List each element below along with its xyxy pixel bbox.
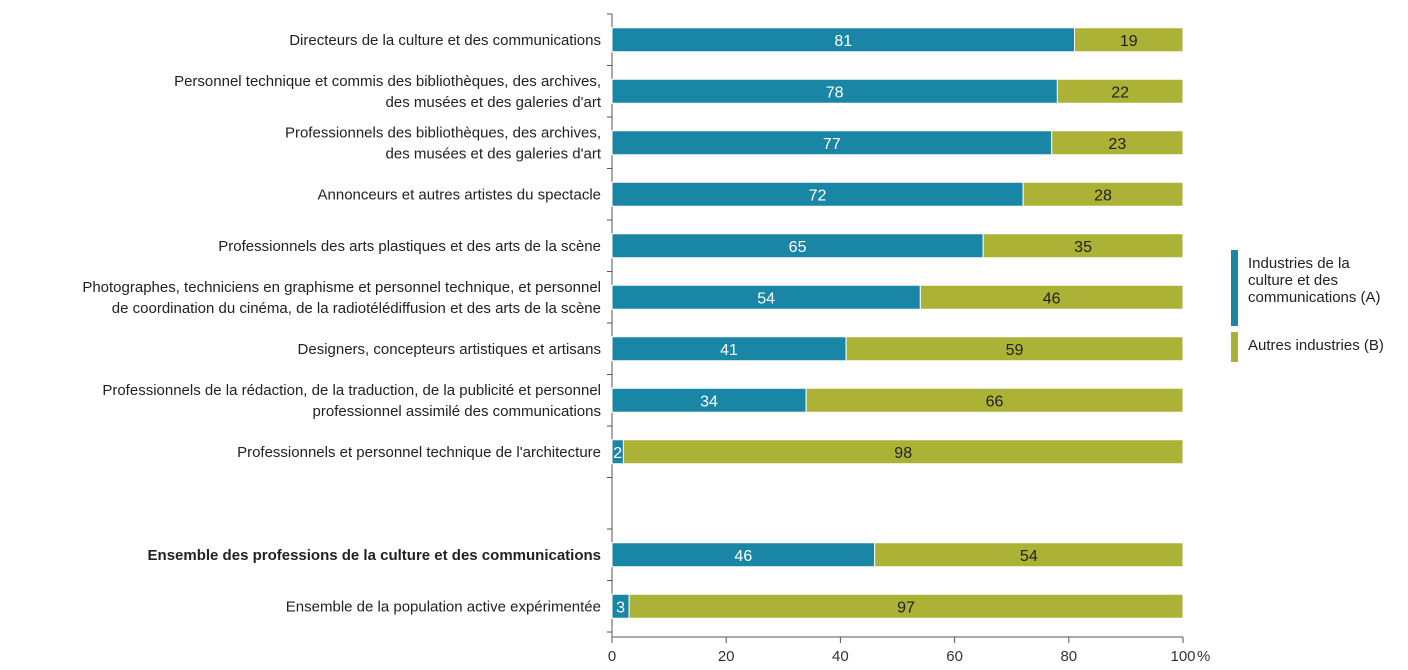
category-label: professionnel assimilé des communication…: [313, 403, 601, 420]
legend-label: Autres industries (B): [1248, 337, 1384, 354]
bar-autres-industries: [1074, 27, 1184, 53]
category-label: Annonceurs et autres artistes du spectac…: [318, 186, 602, 203]
data-label-industries-culture: 54: [757, 290, 775, 307]
x-tick-label: 80: [1060, 648, 1077, 665]
data-label-industries-culture: 72: [809, 187, 827, 204]
x-tick-label: 100: [1170, 648, 1195, 665]
bar-autres-industries: [1022, 181, 1184, 207]
data-label-industries-culture: 3: [616, 599, 625, 616]
data-label-industries-culture: 81: [834, 33, 852, 50]
data-label-autres-industries: 59: [1006, 342, 1024, 359]
data-label-autres-industries: 22: [1111, 84, 1129, 101]
bar-autres-industries: [1056, 78, 1184, 104]
x-tick-label: 0: [608, 648, 616, 665]
data-label-autres-industries: 46: [1043, 290, 1061, 307]
data-label-industries-culture: 46: [734, 548, 752, 565]
data-label-autres-industries: 54: [1020, 548, 1038, 565]
bar-autres-industries: [1051, 130, 1184, 156]
bar-industries-culture: [611, 130, 1053, 156]
legend-label: Industries de la: [1248, 255, 1350, 272]
x-tick-label: 60: [946, 648, 963, 665]
category-label: des musées et des galeries d'art: [386, 145, 602, 162]
legend-swatch: [1231, 250, 1238, 326]
x-axis-unit-label: %: [1197, 648, 1210, 665]
bar-autres-industries: [919, 284, 1184, 310]
data-label-industries-culture: 78: [826, 84, 844, 101]
bar-autres-industries: [628, 593, 1184, 619]
x-tick-label: 20: [718, 648, 735, 665]
data-label-industries-culture: 2: [613, 445, 622, 462]
bar-autres-industries: [845, 336, 1184, 362]
data-label-autres-industries: 19: [1120, 33, 1138, 50]
bar-industries-culture: [611, 233, 984, 259]
data-label-industries-culture: 41: [720, 342, 738, 359]
category-label: des musées et des galeries d'art: [386, 94, 602, 111]
category-label: Ensemble de la population active expérim…: [286, 598, 601, 615]
category-label: Photographes, techniciens en graphisme e…: [82, 279, 601, 296]
data-label-autres-industries: 23: [1108, 136, 1126, 153]
data-label-autres-industries: 97: [897, 599, 915, 616]
x-tick-label: 40: [832, 648, 849, 665]
bar-autres-industries: [805, 387, 1184, 413]
category-label: Professionnels des arts plastiques et de…: [218, 238, 601, 255]
bar-autres-industries: [982, 233, 1184, 259]
data-label-autres-industries: 35: [1074, 239, 1092, 256]
category-label: Designers, concepteurs artistiques et ar…: [298, 341, 601, 358]
bar-industries-culture: [611, 78, 1058, 104]
category-label: Directeurs de la culture et des communic…: [289, 32, 601, 49]
bar-industries-culture: [611, 284, 921, 310]
bar-industries-culture: [611, 542, 876, 568]
data-label-autres-industries: 66: [986, 393, 1004, 410]
category-label: Professionnels et personnel technique de…: [237, 444, 601, 461]
data-label-autres-industries: 98: [894, 445, 912, 462]
data-label-industries-culture: 34: [700, 393, 718, 410]
data-label-industries-culture: 77: [823, 136, 841, 153]
category-label: Professionnels de la rédaction, de la tr…: [102, 382, 601, 399]
legend-label: communications (A): [1248, 289, 1381, 306]
bar-industries-culture: [611, 387, 807, 413]
legend-swatch: [1231, 332, 1238, 362]
category-label: Professionnels des bibliothèques, des ar…: [285, 124, 601, 141]
bar-autres-industries: [622, 439, 1184, 465]
bar-industries-culture: [611, 336, 847, 362]
category-label: de coordination du cinéma, de la radioté…: [112, 300, 601, 317]
category-label: Ensemble des professions de la culture e…: [148, 547, 601, 564]
bar-autres-industries: [874, 542, 1184, 568]
legend-label: culture et des: [1248, 272, 1338, 289]
data-label-industries-culture: 65: [789, 239, 807, 256]
category-label: Personnel technique et commis des biblio…: [174, 73, 601, 90]
data-label-autres-industries: 28: [1094, 187, 1112, 204]
